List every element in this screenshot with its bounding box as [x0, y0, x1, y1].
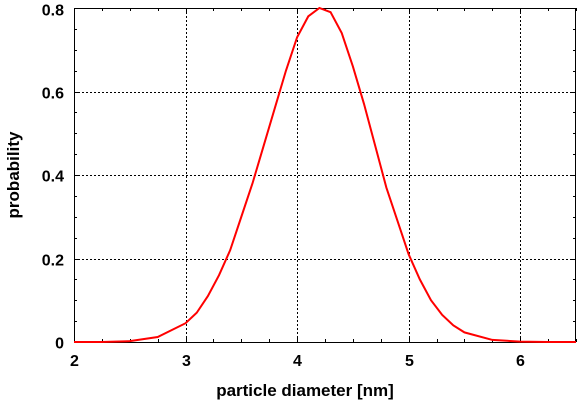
y-tick-label: 0: [55, 336, 64, 353]
x-tick-label: 3: [182, 353, 191, 370]
tick-labels: 2 3 4 5 6 0 0.2 0.4 0.6 0.8: [42, 3, 525, 371]
x-axis-title: particle diameter [nm]: [216, 381, 394, 400]
x-tick-label: 4: [293, 353, 302, 370]
grid: [74, 8, 576, 342]
series-layer: [74, 6, 576, 343]
y-tick-label: 0.8: [42, 3, 64, 20]
probability-curve: [74, 6, 576, 343]
y-tick-label: 0.2: [42, 253, 64, 270]
x-tick-label: 6: [516, 353, 525, 370]
plot-border: [74, 8, 576, 343]
x-tick-label: 2: [70, 353, 79, 370]
y-tick-label: 0.4: [42, 169, 64, 186]
y-tick-label: 0.6: [42, 86, 64, 103]
axis-ticks: [74, 8, 577, 343]
y-axis-title: probability: [4, 131, 23, 218]
x-tick-label: 5: [405, 353, 414, 370]
plot-frame: [74, 8, 576, 343]
